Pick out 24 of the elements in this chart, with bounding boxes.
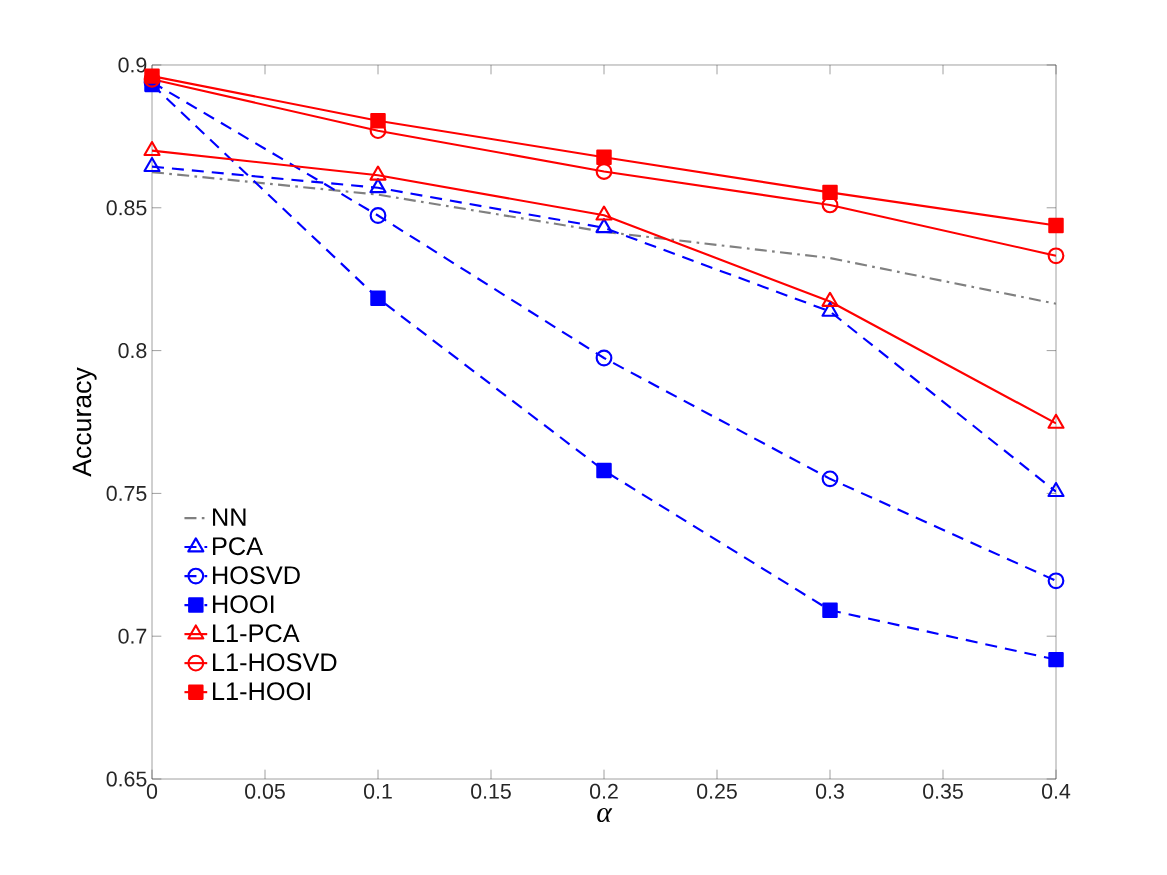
legend-label: HOSVD (213, 566, 300, 585)
x-axis-title: α (597, 807, 613, 823)
legend-label: PCA (213, 537, 263, 556)
y-tick-label: 0.85 (106, 200, 147, 216)
y-axis-title: Accuracy (72, 367, 97, 477)
x-tick-label: 0.3 (816, 783, 844, 799)
x-tick-label: 0.25 (697, 783, 737, 799)
y-tick-label: 0.9 (118, 57, 147, 73)
x-tick-label: 0 (146, 783, 158, 799)
x-tick-label: 0.15 (471, 783, 511, 799)
y-tick-label: 0.65 (106, 771, 147, 787)
x-tick-label: 0.2 (590, 783, 618, 799)
y-tick-label: 0.7 (118, 628, 147, 644)
x-tick-label: 0.4 (1042, 783, 1071, 799)
y-tick-label: 0.8 (118, 343, 147, 359)
y-tick-label: 0.75 (106, 485, 147, 501)
legend-label: L1-HOSVD (213, 653, 337, 672)
legend-label: HOOI (213, 595, 274, 614)
x-tick-label: 0.35 (923, 783, 963, 799)
legend-label: L1-PCA (213, 624, 300, 643)
x-tick-label: 0.05 (245, 783, 285, 799)
legend-label: NN (213, 508, 246, 526)
legend-label: L1-HOOI (213, 682, 310, 701)
x-tick-label: 0.1 (364, 783, 392, 799)
